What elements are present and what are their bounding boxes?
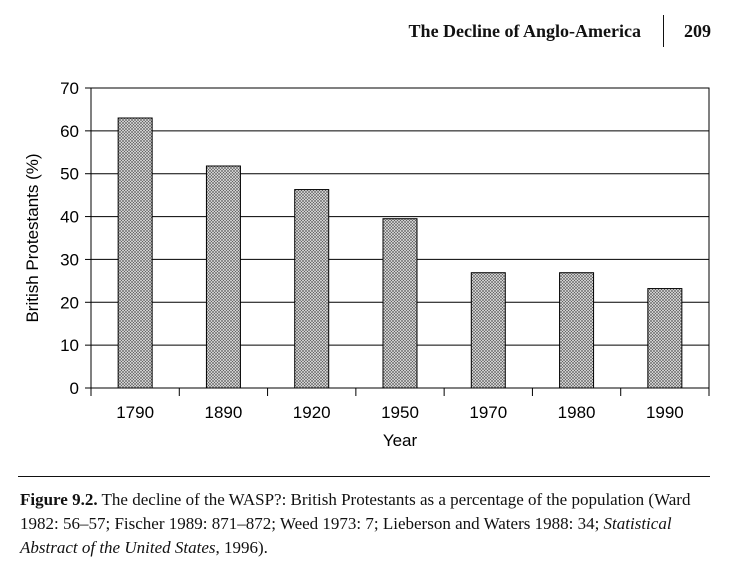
bar-1970 [470, 272, 506, 389]
x-axis-title: Year [383, 431, 418, 450]
page-number: 209 [684, 20, 711, 41]
x-tick-label: 1970 [469, 403, 507, 422]
bar-1920 [294, 189, 330, 389]
figure-caption: Figure 9.2. The decline of the WASP?: Br… [20, 488, 710, 560]
x-tick-label: 1990 [646, 403, 684, 422]
x-tick-label: 1890 [205, 403, 243, 422]
bar-chart: 0 10 20 30 40 50 60 70 1790 1890 1920 1950 1970 1980 1… [23, 79, 710, 450]
plot-frame [90, 87, 710, 389]
bar-1990 [647, 288, 683, 389]
caption-source-italic: Statistical Abstract of the United State… [20, 514, 672, 557]
y-tick-label: 40 [60, 208, 79, 227]
y-tick-label: 20 [60, 293, 79, 312]
running-head-title: The Decline of Anglo-America [408, 20, 641, 41]
axis-labels: 0 10 20 30 40 50 60 70 1790 1890 1920 1950 1970 1980 1… [23, 79, 684, 450]
axes [85, 87, 710, 396]
x-tick-label: 1790 [116, 403, 154, 422]
x-tick-label: 1920 [293, 403, 331, 422]
bar-1790 [117, 117, 153, 389]
y-tick-label: 60 [60, 122, 79, 141]
bars [117, 117, 683, 389]
caption-text: The decline of the WASP?: British Protes… [20, 490, 691, 533]
y-axis-title: British Protestants (%) [23, 153, 42, 322]
caption-text-end: , 1996). [215, 538, 268, 557]
bar-1980 [559, 272, 595, 389]
x-tick-label: 1950 [381, 403, 419, 422]
caption-rule [18, 476, 710, 477]
x-tick-label: 1980 [558, 403, 596, 422]
y-tick-label: 70 [60, 79, 79, 98]
y-tick-label: 50 [60, 165, 79, 184]
running-head: The Decline of Anglo-America 209 [408, 15, 711, 47]
bar-1890 [205, 165, 241, 389]
running-head-separator [663, 15, 664, 47]
bar-1950 [382, 218, 418, 389]
y-tick-label: 10 [60, 336, 79, 355]
y-tick-label: 0 [70, 379, 79, 398]
y-tick-label: 30 [60, 250, 79, 269]
caption-label: Figure 9.2. [20, 490, 98, 509]
